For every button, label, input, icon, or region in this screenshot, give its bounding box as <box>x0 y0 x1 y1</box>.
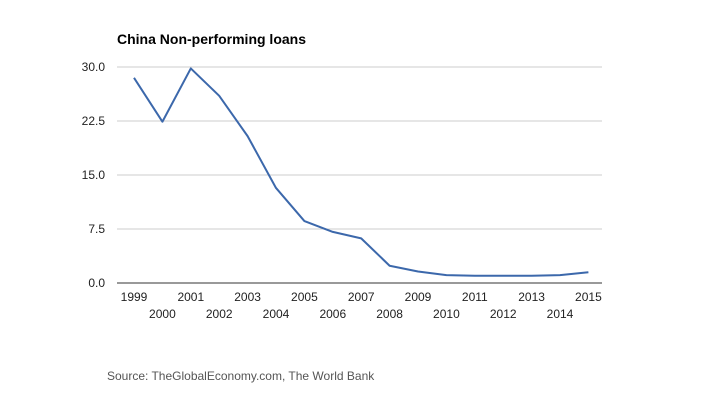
x-tick-label: 2015 <box>575 290 602 304</box>
x-tick-label: 2014 <box>547 307 574 321</box>
y-tick-label: 0.0 <box>88 276 105 290</box>
y-axis-ticks: 0.0 7.5 15.0 22.5 30.0 <box>82 60 106 290</box>
y-tick-label: 15.0 <box>82 168 106 182</box>
chart-title: China Non-performing loans <box>117 31 306 47</box>
data-point <box>331 230 335 234</box>
x-tick-label: 2003 <box>234 290 261 304</box>
x-tick-label: 2008 <box>376 307 403 321</box>
data-point <box>189 66 193 70</box>
source-note: Source: TheGlobalEconomy.com, The World … <box>107 369 375 383</box>
x-tick-label: 2013 <box>518 290 545 304</box>
data-point <box>217 94 221 98</box>
x-tick-label: 2007 <box>348 290 375 304</box>
data-point <box>302 219 306 223</box>
x-tick-label: 2012 <box>490 307 517 321</box>
data-point <box>359 236 363 240</box>
data-point <box>444 273 448 277</box>
x-tick-label: 2009 <box>405 290 432 304</box>
y-tick-label: 30.0 <box>82 60 106 74</box>
data-point <box>246 134 250 138</box>
x-tick-label: 2004 <box>263 307 290 321</box>
data-point <box>558 273 562 277</box>
series-line <box>133 67 589 277</box>
data-point <box>132 76 136 80</box>
x-tick-label: 2011 <box>462 290 488 304</box>
x-tick-label: 2010 <box>433 307 460 321</box>
x-tick-label: 2001 <box>177 290 204 304</box>
x-tick-label: 2005 <box>291 290 318 304</box>
data-point <box>388 264 392 268</box>
x-tick-label: 2002 <box>206 307 233 321</box>
data-point <box>586 270 590 274</box>
gridlines <box>117 66 602 230</box>
series-layer <box>132 66 590 278</box>
data-point <box>473 274 477 278</box>
data-point <box>274 186 278 190</box>
x-axis-ticks: 1999200020012002200320042005200620072008… <box>121 290 602 321</box>
y-tick-label: 7.5 <box>88 222 105 236</box>
x-tick-label: 1999 <box>121 290 148 304</box>
x-tick-label: 2000 <box>149 307 176 321</box>
data-point <box>530 274 534 278</box>
data-point <box>416 269 420 273</box>
x-tick-label: 2006 <box>319 307 346 321</box>
data-point <box>160 120 164 124</box>
data-point <box>501 274 505 278</box>
y-tick-label: 22.5 <box>82 114 106 128</box>
